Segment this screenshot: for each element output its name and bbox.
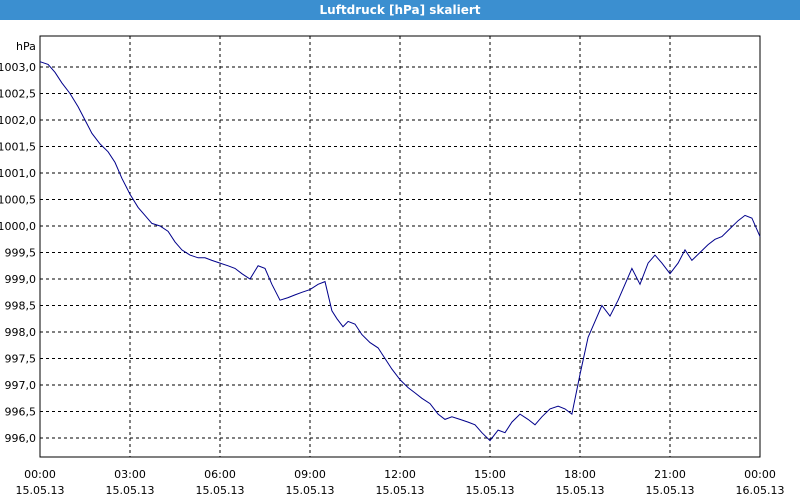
x-tick-time-label: 03:00 [114, 468, 146, 481]
chart-title: Luftdruck [hPa] skaliert [319, 3, 481, 17]
y-tick-label: 1003,0 [0, 61, 36, 74]
x-tick-time-label: 15:00 [474, 468, 506, 481]
y-tick-label: 997,5 [5, 353, 37, 366]
y-tick-label: 996,0 [5, 432, 37, 445]
series-line [39, 61, 761, 442]
plot-frame [39, 35, 761, 458]
x-tick-time-label: 12:00 [384, 468, 416, 481]
y-tick-label: 1002,0 [0, 114, 36, 127]
y-tick-label: 998,5 [5, 300, 37, 313]
y-axis: 1003,0 1002,5 1002,0 1001,5 1001,0 1000,5 1000… [0, 61, 36, 445]
y-axis-unit-label: hPa [16, 40, 36, 53]
x-tick-time-label: 18:00 [564, 468, 596, 481]
y-tick-label: 1001,0 [0, 167, 36, 180]
y-tick-label: 1001,5 [0, 141, 36, 154]
line-chart: 1003,0 1002,5 1002,0 1001,5 1001,0 1000,5 1000… [0, 35, 785, 497]
x-tick-time-label: 21:00 [654, 468, 686, 481]
x-tick-date-label: 15.05.13 [196, 484, 245, 497]
x-axis: 00:00 15.05.13 03:00 15.05.13 06:00 15.05.13 0… [16, 468, 785, 497]
x-tick-date-label: 15.05.13 [466, 484, 515, 497]
x-tick-time-label: 00:00 [24, 468, 56, 481]
x-tick-time-label: 00:00 [744, 468, 776, 481]
y-tick-label: 1000,5 [0, 194, 36, 207]
y-tick-label: 996,5 [5, 406, 37, 419]
x-tick-time-label: 06:00 [204, 468, 236, 481]
y-tick-label: 998,0 [5, 326, 37, 339]
y-tick-label: 1002,5 [0, 88, 36, 101]
x-tick-date-label: 15.05.13 [556, 484, 605, 497]
x-tick-date-label: 15.05.13 [286, 484, 335, 497]
x-tick-time-label: 09:00 [294, 468, 326, 481]
x-tick-date-label: 15.05.13 [106, 484, 155, 497]
x-tick-date-label: 15.05.13 [16, 484, 65, 497]
y-tick-label: 999,5 [5, 247, 37, 260]
y-tick-label: 997,0 [5, 379, 37, 392]
x-tick-date-label: 15.05.13 [376, 484, 425, 497]
grid [40, 36, 760, 457]
y-tick-label: 999,0 [5, 273, 37, 286]
x-tick-date-label: 15.05.13 [646, 484, 695, 497]
chart-title-bar: Luftdruck [hPa] skaliert [0, 0, 800, 20]
x-tick-date-label: 16.05.13 [736, 484, 785, 497]
y-tick-label: 1000,0 [0, 220, 36, 233]
